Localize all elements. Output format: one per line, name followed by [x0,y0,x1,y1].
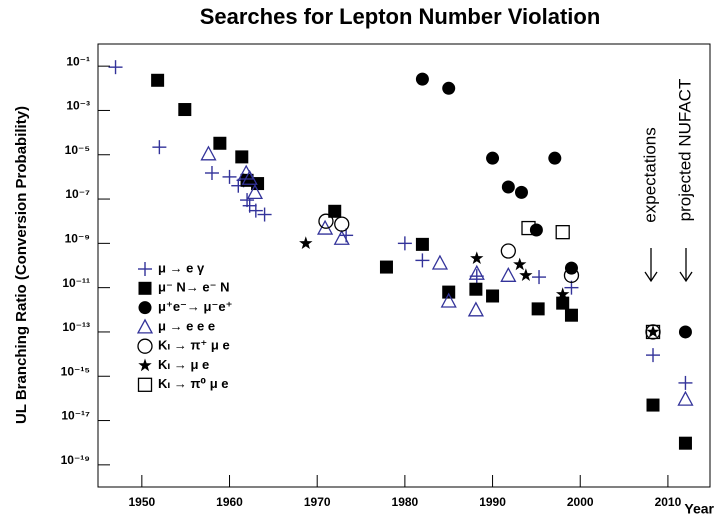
point [328,204,342,218]
y-tick-label: 10⁻¹³ [62,320,90,334]
legend-label: Kₗ → μ e [158,357,209,372]
y-axis-label: UL Branching Ratio (Conversion Probabili… [13,106,30,424]
point [318,213,334,229]
point [529,223,543,237]
legend-label: Kₗ → π⁺ μ e [158,338,230,353]
point [645,324,661,340]
annotation: expectations [640,127,659,222]
arrows [644,248,693,283]
point [646,348,661,363]
plot-frame [97,43,711,488]
point [204,165,219,180]
point [501,180,515,194]
point [152,140,167,155]
point [379,260,393,274]
point [468,264,485,280]
point [442,81,456,95]
point [677,390,694,406]
point [299,236,313,249]
point [415,237,429,251]
legend-marker [138,262,152,276]
point [513,257,527,271]
point [486,151,500,165]
y-tick-label: 10⁻¹⁷ [61,409,90,423]
point [235,150,249,164]
y-tick-label: 10⁻¹¹ [62,276,90,290]
legend-label: μ⁻ N→ e⁻ N [158,280,230,295]
annotation: projected NUFACT [675,79,694,222]
point [240,173,254,187]
legend-marker [136,318,154,334]
x-tick-label: 2010 [655,495,682,509]
point [564,308,578,322]
point [519,268,533,281]
legend-label: μ → e γ [158,260,205,275]
point [108,60,123,75]
point [240,193,255,208]
y-tick-label: 10⁻⁹ [65,232,90,246]
y-tick-label: 10⁻¹⁹ [61,453,90,467]
point [646,398,660,412]
point [246,184,264,200]
point [500,266,517,282]
y-tick-label: 10⁻³ [66,99,90,113]
point [548,151,562,165]
point [397,236,412,251]
point [678,375,693,390]
point [333,229,350,245]
point [486,289,500,303]
x-tick-label: 1970 [304,495,331,509]
point [248,203,263,218]
legend-marker [137,338,153,354]
point [531,302,545,316]
point [467,301,484,317]
point [678,436,692,450]
legend-marker [137,377,153,392]
legend-marker [138,301,152,315]
point [200,145,217,161]
legend-marker [138,281,152,295]
legend-label: Kₗ → π⁰ μ e [158,376,229,391]
y-tick-label: 10⁻¹⁵ [61,364,90,378]
point [556,287,570,300]
point [563,267,580,283]
x-tick-label: 1960 [216,495,243,509]
point [151,73,165,87]
legend-label: μ → e e e [158,318,215,333]
x-axis-label: Year [684,501,714,517]
legend-marker [138,358,152,372]
point [431,254,449,270]
chart-title: Searches for Lepton Number Violation [200,4,601,29]
point [442,285,456,299]
point [334,216,350,232]
x-tick-label: 1950 [128,495,155,509]
point [556,296,570,310]
point [213,136,227,150]
x-tick-label: 1990 [479,495,506,509]
point [500,243,516,259]
point [222,169,237,184]
point [241,169,258,185]
point [532,270,547,285]
point [470,251,484,264]
point [415,72,429,86]
point [257,207,272,222]
y-tick-label: 10⁻⁷ [65,187,90,201]
x-tick-label: 1980 [392,495,419,509]
point [178,103,192,117]
point [564,280,579,295]
point [415,253,430,268]
y-tick-label: 10⁻¹ [66,54,90,68]
point [440,292,457,308]
x-tick-label: 2000 [567,495,594,509]
legend-label: μ⁺e⁻→ μ⁻e⁺ [158,299,232,314]
point [469,282,483,296]
point [646,325,660,338]
point [514,185,528,199]
point [521,220,536,236]
point [678,325,692,339]
point [555,225,570,240]
y-tick-label: 10⁻⁵ [65,143,90,157]
